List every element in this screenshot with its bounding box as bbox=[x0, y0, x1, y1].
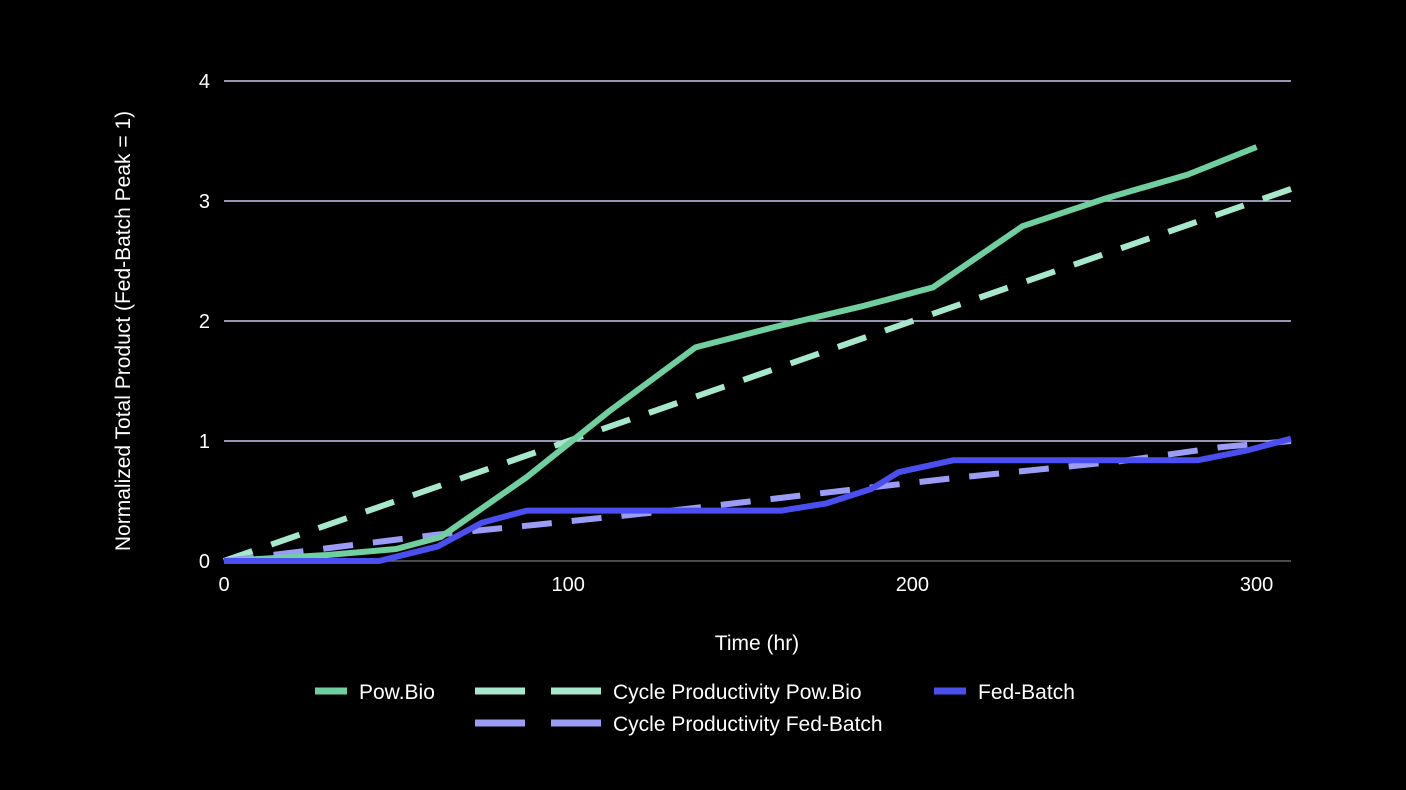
y-tick-label: 1 bbox=[199, 431, 210, 453]
x-tick-label: 100 bbox=[552, 574, 585, 596]
y-tick-label: 3 bbox=[199, 191, 210, 213]
y-axis-ticks: 0 1 2 3 4 bbox=[199, 71, 210, 573]
legend-label: Cycle Productivity Fed-Batch bbox=[613, 713, 883, 736]
legend-label: Fed-Batch bbox=[978, 681, 1075, 704]
x-tick-label: 300 bbox=[1240, 574, 1273, 596]
y-tick-label: 4 bbox=[199, 71, 210, 93]
series-line-cycle-productivity-pow-bio bbox=[223, 186, 1292, 564]
y-axis-title: Normalized Total Product (Fed-Batch Peak… bbox=[112, 111, 135, 551]
legend-label: Pow.Bio bbox=[359, 681, 435, 704]
legend-label: Cycle Productivity Pow.Bio bbox=[613, 681, 862, 704]
series-line-pow-bio bbox=[223, 144, 1258, 564]
x-axis-ticks: 0 100 200 300 bbox=[218, 574, 1273, 596]
x-axis-title: Time (hr) bbox=[715, 632, 799, 655]
y-tick-label: 0 bbox=[199, 551, 210, 573]
gridlines bbox=[224, 80, 1291, 562]
y-tick-label: 2 bbox=[199, 311, 210, 333]
series-line-fed-batch bbox=[224, 435, 1292, 564]
series-lines bbox=[223, 144, 1292, 564]
x-tick-label: 0 bbox=[218, 574, 229, 596]
x-tick-label: 200 bbox=[896, 574, 929, 596]
legend: Pow.Bio Cycle Productivity Pow.Bio Fed-Bat… bbox=[315, 681, 1075, 736]
